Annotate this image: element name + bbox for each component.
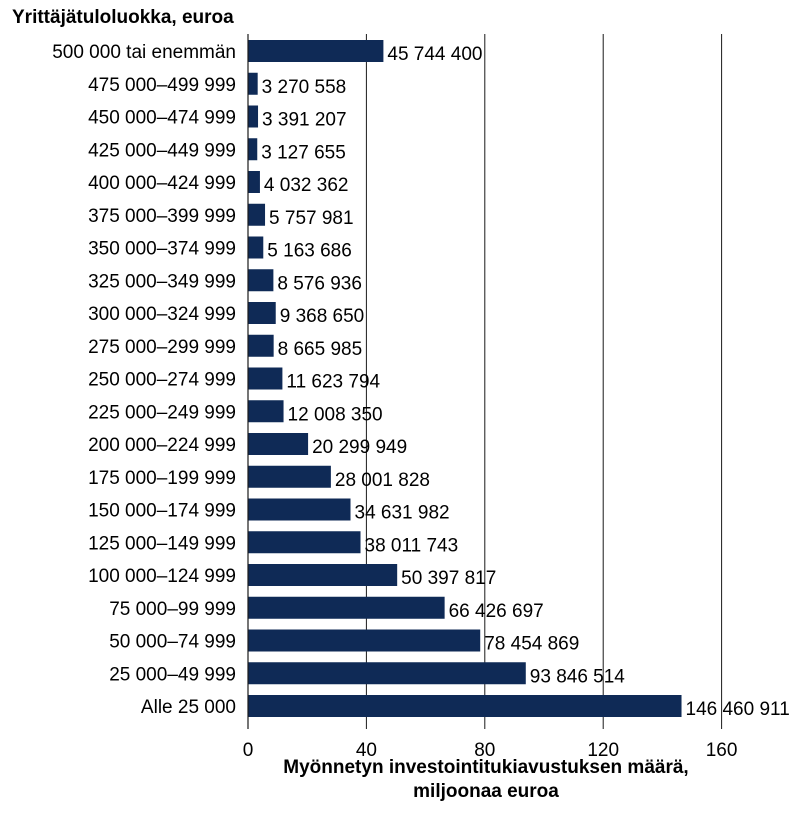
category-label: 350 000–374 999 [88, 239, 236, 260]
category-label: 100 000–124 999 [88, 566, 236, 587]
category-label: 200 000–224 999 [88, 435, 236, 456]
x-tick-labels: 0 40 80 120 160 [243, 740, 738, 761]
value-label: 146 460 911 [686, 699, 790, 720]
x-tick-label: 160 [706, 740, 738, 761]
value-label: 38 011 743 [365, 535, 459, 556]
category-label: 475 000–499 999 [88, 75, 236, 96]
category-label: 175 000–199 999 [88, 468, 236, 489]
bar-20 [248, 695, 682, 717]
value-label: 78 454 869 [484, 634, 579, 655]
value-label: 45 744 400 [387, 44, 482, 65]
bar-2 [248, 105, 259, 128]
value-label: 50 397 817 [401, 568, 496, 589]
category-label: 400 000–424 999 [88, 173, 236, 194]
category-labels: 500 000 tai enemmän 475 000–499 999 450 00… [52, 42, 236, 718]
category-label: 225 000–249 999 [88, 402, 236, 423]
value-label: 8 665 985 [278, 339, 363, 360]
bar-4 [248, 171, 260, 193]
category-label: 325 000–349 999 [88, 271, 236, 292]
y-axis-title: Yrittäjätuloluokka, euroa [12, 7, 234, 28]
value-labels: 45 744 400 3 270 558 3 391 207 3 127 655 4 0… [261, 44, 790, 720]
bars-group [248, 40, 682, 717]
bar-0 [248, 40, 384, 62]
value-label: 28 001 828 [335, 470, 430, 491]
bar-18 [248, 629, 481, 652]
category-label: 150 000–174 999 [88, 501, 236, 522]
value-label: 5 163 686 [267, 241, 352, 262]
value-label: 5 757 981 [269, 208, 354, 229]
bar-19 [248, 662, 526, 685]
x-tick-label: 40 [356, 740, 377, 761]
value-label: 11 623 794 [286, 372, 380, 393]
bar-11 [248, 400, 284, 423]
category-label: 25 000–49 999 [109, 664, 236, 685]
x-axis-title-line-2: miljoonaa euroa [413, 781, 559, 802]
bar-7 [248, 269, 274, 292]
x-tick-label: 80 [474, 740, 495, 761]
bar-5 [248, 203, 266, 226]
bar-8 [248, 302, 276, 324]
bar-9 [248, 334, 274, 357]
value-label: 9 368 650 [280, 306, 365, 327]
bar-13 [248, 465, 331, 488]
category-label: 300 000–324 999 [88, 304, 236, 325]
bar-16 [248, 564, 398, 586]
value-label: 8 576 936 [277, 273, 362, 294]
category-label: 50 000–74 999 [109, 632, 236, 653]
x-tick-label: 120 [587, 740, 619, 761]
category-label: 425 000–449 999 [88, 140, 236, 161]
bar-15 [248, 531, 361, 554]
x-axis-title-line-1: Myönnetyn investointitukiavustuksen määr… [283, 757, 688, 778]
value-label: 20 299 949 [312, 437, 407, 458]
category-label: 375 000–399 999 [88, 206, 236, 227]
value-label: 34 631 982 [355, 503, 450, 524]
category-label: 450 000–474 999 [88, 108, 236, 129]
value-label: 3 127 655 [261, 142, 346, 163]
bar-3 [248, 138, 258, 161]
category-label: 125 000–149 999 [88, 533, 236, 554]
value-label: 93 846 514 [530, 666, 626, 687]
bar-10 [248, 367, 283, 390]
bar-14 [248, 498, 351, 521]
category-label: 75 000–99 999 [109, 599, 236, 620]
category-label: 250 000–274 999 [88, 370, 236, 391]
gridlines [365, 34, 723, 729]
bar-17 [248, 596, 445, 619]
bar-12 [248, 433, 309, 455]
value-label: 3 270 558 [262, 77, 347, 98]
value-label: 12 008 350 [288, 404, 383, 425]
value-label: 4 032 362 [264, 175, 349, 196]
category-label: Alle 25 000 [141, 697, 236, 718]
bar-6 [248, 236, 264, 259]
bar-1 [248, 72, 258, 95]
category-label: 500 000 tai enemmän [52, 42, 236, 63]
value-label: 66 426 697 [449, 601, 544, 622]
x-tick-label: 0 [243, 740, 254, 761]
value-label: 3 391 207 [262, 110, 347, 131]
category-label: 275 000–299 999 [88, 337, 236, 358]
